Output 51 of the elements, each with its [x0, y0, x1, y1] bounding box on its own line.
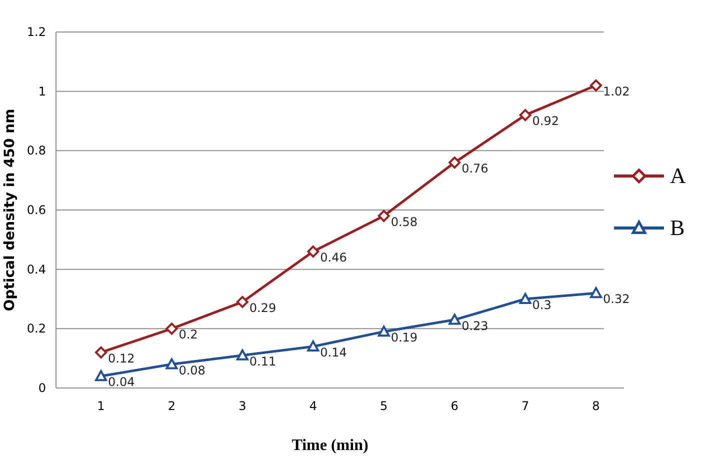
x-tick-label: 5 [380, 399, 388, 413]
data-label: 0.92 [532, 114, 560, 128]
point [166, 358, 178, 370]
data-label: 0.12 [108, 351, 135, 366]
x-tick-label: 3 [238, 399, 246, 413]
data-label: 0.08 [178, 363, 206, 378]
data-label: 0.32 [603, 292, 630, 306]
legend-label: B [670, 215, 685, 240]
point [519, 293, 532, 304]
x-axis-title: Time (min) [292, 437, 368, 454]
data-label: 0.58 [390, 214, 418, 229]
y-tick-label: 0.4 [26, 262, 46, 276]
y-tick-label: 0 [38, 381, 46, 395]
y-tick-label: 1.2 [26, 25, 46, 39]
point [95, 370, 107, 382]
point [166, 322, 178, 335]
data-label: 0.23 [462, 318, 488, 333]
x-tick-label: 7 [521, 399, 530, 413]
data-label: 0.76 [462, 162, 488, 176]
data-label: 0.3 [532, 298, 552, 312]
point [519, 109, 532, 122]
point [590, 79, 602, 92]
point [378, 326, 390, 337]
point [236, 296, 248, 308]
data-label: 0.11 [249, 354, 276, 368]
point [448, 314, 461, 325]
point [307, 246, 320, 258]
x-tick-label: 2 [168, 399, 176, 413]
y-tick-label: 0.6 [26, 203, 46, 217]
point [307, 340, 320, 352]
data-label: 0.46 [320, 250, 347, 265]
data-label: 0.29 [249, 300, 276, 315]
x-tick-label: 6 [450, 399, 458, 413]
data-label: 1.02 [603, 84, 630, 98]
legend-label: A [670, 163, 686, 188]
y-tick-label: 0.8 [26, 144, 46, 158]
y-axis-title: Optical density in 450 nm [2, 108, 18, 312]
data-label: 0.2 [178, 328, 198, 342]
point [378, 210, 390, 222]
x-tick-label: 4 [309, 399, 317, 413]
point [95, 346, 107, 358]
data-label: 0.19 [390, 330, 418, 345]
y-tick-label: 0.2 [26, 322, 46, 336]
point [590, 287, 602, 298]
data-label: 0.14 [320, 345, 347, 360]
data-label: 0.04 [108, 375, 135, 390]
point [236, 349, 248, 360]
x-tick-label: 1 [97, 399, 105, 413]
point [448, 156, 461, 169]
x-tick-label: 8 [592, 399, 600, 413]
y-tick-label: 1 [38, 84, 46, 98]
